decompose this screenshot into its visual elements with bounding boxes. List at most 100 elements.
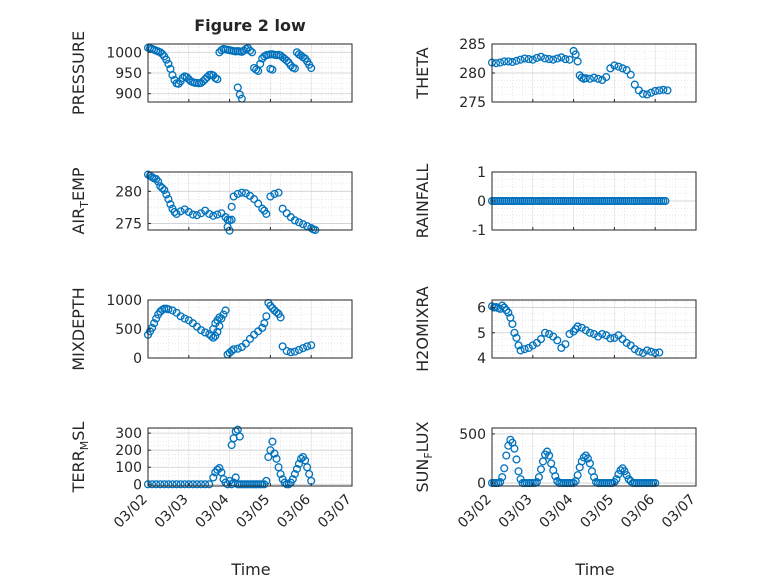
data-point (589, 329, 599, 339)
data-point (268, 65, 277, 74)
data-point (663, 86, 672, 95)
data-point (256, 59, 265, 68)
data-point (192, 480, 202, 489)
data-point (176, 312, 185, 321)
data-point (585, 459, 594, 468)
data-point (573, 57, 582, 66)
data-point (655, 348, 664, 357)
data-point (510, 328, 519, 337)
x-tick-label: 03/07 (659, 492, 699, 532)
data-point (290, 470, 299, 479)
data-point (196, 480, 206, 489)
data-point (571, 50, 580, 59)
axes-background (492, 300, 696, 358)
x-tick-label: 03/03 (496, 492, 536, 532)
axes-background (148, 428, 352, 486)
data-point (504, 308, 513, 317)
data-point (209, 333, 218, 342)
data-point (164, 480, 173, 489)
data-point (180, 314, 189, 323)
data-point (573, 322, 582, 331)
data-point (243, 44, 253, 53)
data-point (201, 75, 210, 84)
y-tick-label: 280 (459, 66, 486, 82)
axes-background (492, 428, 696, 486)
data-point (245, 334, 255, 343)
data-point (174, 79, 183, 88)
y-axis-label: H2OMIXRA (413, 286, 432, 372)
data-point (192, 211, 202, 220)
data-point (229, 345, 238, 354)
data-point (661, 196, 670, 206)
data-point (630, 345, 639, 354)
axes-frame (491, 299, 697, 359)
data-point (496, 58, 505, 67)
data-point (536, 335, 546, 344)
data-point (551, 472, 560, 481)
data-point (583, 454, 592, 463)
data-point (659, 85, 668, 94)
data-point (545, 55, 554, 64)
data-point (290, 347, 299, 356)
data-point (549, 55, 558, 64)
xlabel-right: Time (574, 560, 614, 579)
data-point (276, 313, 285, 322)
data-point (626, 70, 635, 79)
y-axis-label: MIXDEPTH (69, 287, 88, 370)
data-point (642, 90, 652, 99)
series-markers (487, 196, 670, 206)
x-tick-label: 03/07 (315, 492, 355, 532)
data-point (241, 189, 250, 198)
x-tick-label: 03/05 (577, 492, 617, 532)
data-point (180, 205, 189, 214)
data-point (215, 464, 224, 473)
data-point (288, 475, 297, 484)
data-point (512, 333, 521, 342)
y-tick-label: 300 (115, 426, 142, 442)
y-axis-label: SUNFLUX (413, 421, 435, 492)
data-point (164, 305, 173, 314)
figure-title: Figure 2 low (194, 16, 306, 35)
y-tick-label: 5 (477, 326, 486, 342)
data-point (508, 57, 517, 67)
subplot-3: 275 280 AIRTEMP (69, 167, 353, 235)
x-tick-label: 03/06 (274, 491, 314, 531)
data-point (307, 341, 316, 350)
data-point (307, 63, 316, 73)
data-point (514, 467, 523, 476)
data-point (545, 329, 554, 339)
data-point (247, 48, 257, 57)
data-point (188, 480, 197, 489)
data-point (282, 56, 291, 65)
data-point (154, 177, 163, 186)
data-point (294, 345, 304, 354)
data-point (201, 328, 210, 337)
data-point (156, 48, 165, 57)
data-point (278, 204, 287, 213)
data-point (268, 304, 277, 313)
y-tick-label: 950 (115, 66, 142, 82)
data-point (270, 449, 279, 458)
data-point (260, 319, 269, 328)
data-point (158, 49, 167, 58)
data-point (168, 71, 177, 80)
data-point (610, 61, 619, 70)
data-point (579, 453, 588, 462)
data-point (209, 473, 218, 482)
data-point (286, 348, 295, 357)
data-point (589, 73, 599, 82)
x-tick-label: 03/05 (233, 492, 273, 532)
data-point (229, 192, 238, 201)
data-point (237, 188, 246, 197)
data-point (634, 347, 643, 356)
series-markers (143, 170, 320, 235)
data-point (258, 204, 267, 213)
data-point (266, 301, 275, 310)
data-point (498, 301, 507, 310)
data-point (156, 480, 165, 489)
data-point (284, 480, 293, 489)
data-point (561, 55, 570, 64)
data-point (213, 465, 222, 474)
